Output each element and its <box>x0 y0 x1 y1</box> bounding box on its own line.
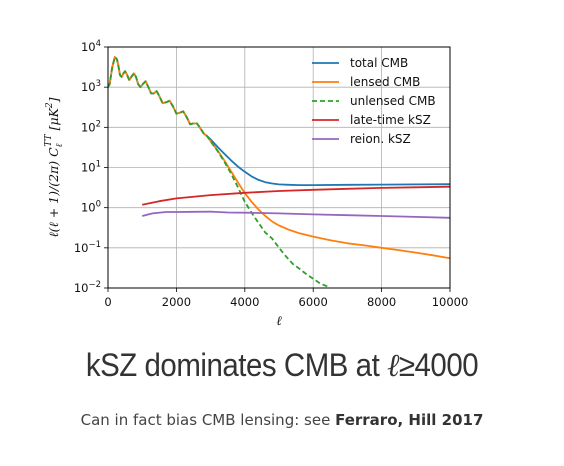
caption-reference: Ferraro, Hill 2017 <box>335 411 484 429</box>
series-lines <box>108 56 450 288</box>
headline-ell-symbol: ℓ <box>387 346 399 384</box>
slide-caption: Can in fact bias CMB lensing: see Ferrar… <box>0 411 564 429</box>
slide-headline: kSZ dominates CMB at ℓ≥4000 <box>23 346 542 384</box>
legend-label: late-time kSZ <box>350 113 431 127</box>
x-axis-ticks: 0 2000 4000 6000 8000 10000 <box>104 288 468 309</box>
headline-text: kSZ dominates CMB at <box>85 347 388 383</box>
headline-threshold: ≥4000 <box>398 347 479 383</box>
y-tick-label: 100 <box>81 200 101 215</box>
x-tick-label: 8000 <box>367 295 396 309</box>
y-tick-label: 10−2 <box>74 280 101 295</box>
series-line-reion-ksz <box>141 210 450 219</box>
y-tick-label: 102 <box>81 119 101 134</box>
x-tick-label: 2000 <box>162 295 191 309</box>
y-tick-label: 103 <box>81 79 101 94</box>
legend-label: lensed CMB <box>350 75 420 89</box>
x-axis-label: ℓ <box>276 314 282 329</box>
legend-label: unlensed CMB <box>350 94 436 108</box>
cmb-power-spectrum-chart: 0 2000 4000 6000 8000 10000 10410310210110010… <box>44 39 468 329</box>
caption-text: Can in fact bias CMB lensing: see <box>80 411 336 429</box>
legend-label: total CMB <box>350 56 408 70</box>
x-tick-label: 6000 <box>299 295 328 309</box>
legend-label: reion. kSZ <box>350 132 411 146</box>
x-tick-label: 10000 <box>432 295 469 309</box>
x-tick-label: 4000 <box>230 295 259 309</box>
y-tick-label: 104 <box>81 39 101 54</box>
y-tick-label: 10−1 <box>74 240 101 255</box>
x-tick-label: 0 <box>104 295 111 309</box>
legend: total CMB lensed CMB unlensed CMB late-time… <box>312 56 436 146</box>
y-tick-label: 101 <box>81 160 101 175</box>
y-axis-ticks: 104 103 102 101 100 10−1 10−2 <box>74 39 108 295</box>
series-line-late-time-ksz <box>142 185 450 206</box>
series-line-unlensed-cmb <box>108 56 332 288</box>
y-axis-label: ℓ(ℓ + 1)/(2π) CℓTT [μK2] <box>44 97 65 237</box>
